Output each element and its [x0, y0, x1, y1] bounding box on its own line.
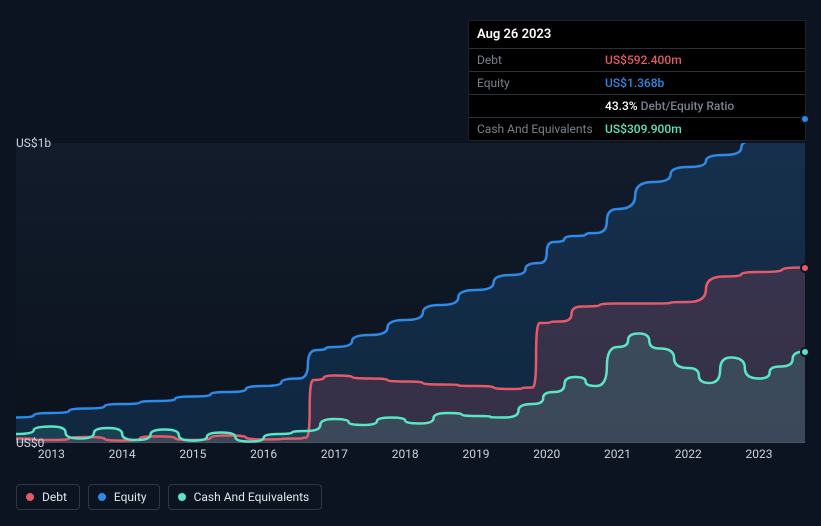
tooltip-row: EquityUS$1.368b: [469, 71, 805, 94]
x-axis-label: 2021: [604, 447, 631, 461]
x-axis-label: 2015: [179, 447, 206, 461]
series-end-marker: [800, 114, 810, 124]
x-axis-label: 2022: [675, 447, 702, 461]
tooltip-row-value: US$1.368b: [605, 76, 664, 90]
x-axis-label: 2016: [250, 447, 277, 461]
tooltip-row: DebtUS$592.400m: [469, 48, 805, 71]
series-end-marker: [800, 263, 810, 273]
x-axis-label: 2013: [38, 447, 65, 461]
tooltip-date: Aug 26 2023: [469, 21, 805, 48]
legend-label: Debt: [42, 490, 67, 504]
legend-item[interactable]: Debt: [16, 484, 80, 510]
legend-label: Cash And Equivalents: [194, 490, 310, 504]
x-axis-label: 2020: [533, 447, 560, 461]
x-axis-label: 2014: [109, 447, 136, 461]
x-axis-label: 2018: [392, 447, 419, 461]
y-axis-label: US$1b: [16, 136, 28, 150]
legend-dot-icon: [26, 493, 34, 501]
tooltip-row-label: Debt: [477, 53, 605, 67]
tooltip-row-label: Equity: [477, 76, 605, 90]
legend-label: Equity: [114, 490, 147, 504]
x-axis-label: 2019: [462, 447, 489, 461]
tooltip-row-value: US$592.400m: [605, 53, 682, 67]
financials-area-chart: US$0US$1b 201320142015201620172018201920…: [16, 125, 805, 475]
tooltip-row-value: 43.3% Debt/Equity Ratio: [605, 99, 734, 113]
tooltip-row: 43.3% Debt/Equity Ratio: [469, 94, 805, 117]
chart-svg: [16, 143, 805, 443]
series-end-marker: [800, 347, 810, 357]
legend-item[interactable]: Equity: [88, 484, 160, 510]
tooltip-row-label: [477, 99, 605, 113]
legend-dot-icon: [98, 493, 106, 501]
legend-item[interactable]: Cash And Equivalents: [168, 484, 323, 510]
x-axis-label: 2017: [321, 447, 348, 461]
chart-tooltip: Aug 26 2023 DebtUS$592.400mEquityUS$1.36…: [468, 20, 806, 141]
chart-legend: Debt Equity Cash And Equivalents: [16, 484, 322, 510]
legend-dot-icon: [178, 493, 186, 501]
x-axis-label: 2023: [746, 447, 773, 461]
